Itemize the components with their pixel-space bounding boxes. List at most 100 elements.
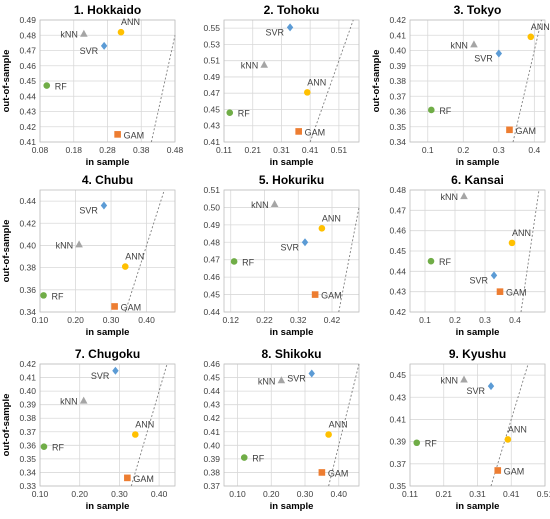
- chart-panel-4: 4. Chubu 0.34 0.36 0.38 0.40 0.42 0.44 0.10 0.20…: [1, 173, 176, 338]
- data-point-gam: [114, 131, 121, 138]
- data-label-knn: kNN: [258, 376, 276, 386]
- y-tick-label: 0.43: [389, 287, 406, 297]
- data-label-ann: ANN: [121, 17, 140, 27]
- data-point-ann: [121, 263, 129, 270]
- data-point-svr: [100, 201, 108, 210]
- chart-panel-5: 5. Hokuriku 0.44 0.45 0.46 0.47 0.48 0.49 0.50 0…: [203, 173, 360, 338]
- data-point-svr: [487, 382, 495, 391]
- chart-title: 4. Chubu: [82, 173, 133, 187]
- reference-line: [512, 19, 542, 143]
- data-label-ann: ANN: [508, 424, 527, 434]
- data-label-svr: SVR: [287, 373, 306, 383]
- data-label-gam: GAM: [321, 291, 342, 301]
- y-tick-label: 0.43: [203, 400, 220, 410]
- y-tick-label: 0.45: [389, 246, 406, 256]
- data-point-knn: [277, 376, 286, 384]
- data-point-svr: [301, 238, 309, 247]
- plot-area: [409, 19, 546, 143]
- data-point-gam: [111, 303, 118, 310]
- data-point-rf: [427, 257, 435, 265]
- y-tick-label: 0.47: [19, 46, 36, 56]
- x-tick-label: 0.1: [422, 145, 434, 155]
- x-tick-label: 0.48: [167, 145, 184, 155]
- data-label-rf: RF: [252, 454, 264, 464]
- data-point-ann: [325, 431, 332, 438]
- y-tick-label: 0.39: [19, 400, 36, 410]
- y-tick-label: 0.43: [19, 107, 36, 117]
- y-tick-label: 0.49: [19, 15, 36, 25]
- y-tick-label: 0.45: [19, 76, 36, 86]
- y-tick-label: 0.42: [19, 359, 36, 369]
- x-axis-label: in sample: [86, 501, 130, 512]
- data-point-knn: [460, 375, 468, 383]
- data-label-gam: GAM: [133, 474, 154, 484]
- x-tick-label: 0.21: [435, 489, 452, 499]
- chart-panel-6: 6. Kansai 0.42 0.43 0.44 0.45 0.46 0.47 0.48 0.1…: [389, 173, 546, 338]
- x-tick-label: 0.12: [222, 315, 239, 325]
- y-tick-label: 0.38: [389, 76, 406, 86]
- x-tick-label: 0.32: [290, 315, 307, 325]
- x-tick-label: 0.41: [302, 145, 319, 155]
- y-tick-label: 0.53: [203, 39, 220, 49]
- chart-title: 1. Hokkaido: [74, 3, 141, 17]
- x-tick-label: 0.2: [449, 315, 461, 325]
- data-label-ann: ANN: [512, 228, 531, 238]
- x-axis-label: in sample: [86, 157, 130, 168]
- y-tick-label: 0.43: [203, 121, 220, 131]
- x-tick-label: 0.20: [67, 315, 84, 325]
- y-tick-label: 0.33: [19, 481, 36, 491]
- data-label-ann: ANN: [135, 419, 154, 429]
- y-tick-label: 0.36: [19, 440, 36, 450]
- data-point-knn: [79, 396, 88, 404]
- x-tick-label: 0.41: [503, 489, 520, 499]
- data-point-rf: [40, 292, 47, 299]
- y-tick-label: 0.51: [203, 56, 220, 66]
- y-tick-label: 0.38: [19, 263, 36, 273]
- data-point-gam: [494, 467, 502, 474]
- x-tick-label: 0.51: [331, 145, 348, 155]
- x-tick-label: 0.10: [32, 489, 49, 499]
- y-axis-label: out-of-sample: [1, 50, 12, 113]
- chart-title: 6. Kansai: [451, 173, 504, 187]
- data-label-ann: ANN: [307, 77, 326, 87]
- data-point-ann: [504, 436, 512, 443]
- chart-panel-9: 9. Kyushu 0.35 0.37 0.39 0.41 0.43 0.45 0.11 0.2…: [389, 347, 550, 512]
- y-tick-label: 0.34: [19, 307, 36, 317]
- y-tick-label: 0.42: [389, 15, 406, 25]
- reference-line: [309, 19, 354, 143]
- x-tick-label: 0.4: [528, 145, 540, 155]
- y-tick-label: 0.40: [19, 240, 36, 250]
- data-label-svr: SVR: [469, 275, 488, 285]
- y-tick-label: 0.34: [389, 137, 406, 147]
- x-tick-label: 0.11: [216, 145, 232, 155]
- chart-title: 9. Kyushu: [449, 347, 506, 361]
- data-point-ann: [131, 431, 139, 438]
- data-point-rf: [428, 106, 435, 114]
- data-point-ann: [303, 89, 311, 96]
- x-tick-label: 0.22: [256, 315, 273, 325]
- x-tick-label: 0.08: [32, 145, 49, 155]
- data-point-knn: [260, 60, 269, 68]
- data-label-gam: GAM: [515, 126, 536, 136]
- y-tick-label: 0.42: [19, 122, 36, 132]
- data-point-knn: [270, 199, 279, 207]
- data-point-svr: [100, 41, 108, 50]
- x-tick-label: 0.4: [509, 315, 521, 325]
- data-point-svr: [112, 366, 119, 375]
- data-label-rf: RF: [242, 257, 254, 267]
- y-tick-label: 0.41: [203, 427, 220, 437]
- chart-panel-8: 8. Shikoku 0.37 0.38 0.39 0.40 0.41 0.42 0.43 0.…: [203, 347, 360, 512]
- y-tick-label: 0.38: [19, 413, 36, 423]
- x-tick-label: 0.42: [324, 315, 341, 325]
- y-tick-label: 0.35: [19, 454, 36, 464]
- y-tick-label: 0.38: [203, 467, 220, 477]
- data-point-ann: [117, 28, 125, 36]
- x-tick-label: 0.31: [273, 145, 290, 155]
- y-tick-label: 0.46: [203, 272, 220, 282]
- data-label-svr: SVR: [79, 206, 98, 216]
- y-tick-label: 0.45: [203, 104, 220, 114]
- x-axis-label: in sample: [456, 501, 500, 512]
- x-tick-label: 0.3: [479, 315, 491, 325]
- data-point-gam: [496, 288, 504, 295]
